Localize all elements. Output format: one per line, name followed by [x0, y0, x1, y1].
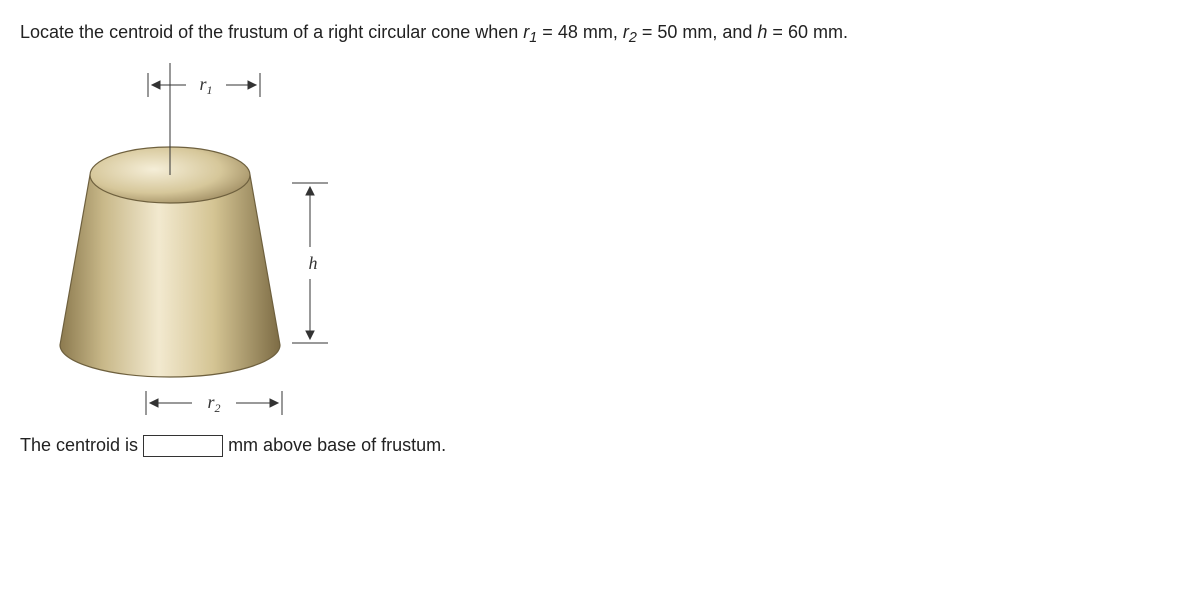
- frustum-side: [60, 175, 280, 377]
- problem-statement: Locate the centroid of the frustum of a …: [20, 20, 1177, 45]
- r2-sub: 2: [629, 30, 637, 46]
- h-val: 60 mm.: [788, 22, 848, 42]
- answer-prefix: The centroid is: [20, 435, 143, 455]
- h-eq: =: [767, 22, 788, 42]
- frustum-diagram: r1 r2 h: [30, 55, 370, 425]
- answer-suffix: mm above base of frustum.: [223, 435, 446, 455]
- r2-symbol: r2: [623, 22, 637, 42]
- r1-eq: =: [537, 22, 558, 42]
- h-symbol: h: [757, 22, 767, 42]
- label-h: h: [309, 253, 318, 273]
- r1-val: 48 mm,: [558, 22, 623, 42]
- r1-symbol: r1: [523, 22, 537, 42]
- r1-sub: 1: [529, 30, 537, 46]
- label-r2: r2: [207, 392, 220, 415]
- r2-base: r: [623, 22, 629, 42]
- label-r1: r1: [199, 74, 212, 97]
- r2-val: 50 mm, and: [657, 22, 757, 42]
- centroid-answer-input[interactable]: [143, 435, 223, 457]
- answer-line: The centroid is mm above base of frustum…: [20, 435, 1177, 457]
- problem-prefix: Locate the centroid of the frustum of a …: [20, 22, 523, 42]
- r2-eq: =: [637, 22, 658, 42]
